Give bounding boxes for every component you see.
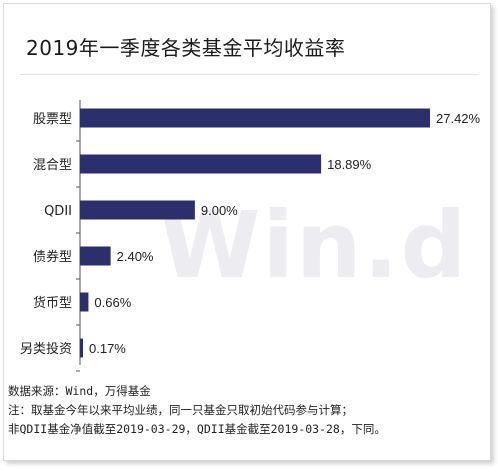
- chart-title: 2019年一季度各类基金平均收益率: [26, 36, 346, 60]
- footnote: 数据来源：Wind，万得基金 注：取基金今年以来平均业绩，同一只基金只取初始代码…: [8, 382, 386, 439]
- data-label: 27.42%: [436, 111, 481, 126]
- bar: [80, 292, 89, 312]
- bar: [80, 154, 322, 174]
- data-label: 2.40%: [117, 249, 154, 264]
- footnote-source: 数据来源：Wind，万得基金: [8, 384, 151, 398]
- category-label: 另类投资: [20, 341, 72, 357]
- bar: [80, 246, 111, 266]
- chart-card: 2019年一季度各类基金平均收益率 Win.d: [3, 3, 491, 461]
- category-label: 货币型: [33, 295, 72, 311]
- watermark: Win.d: [159, 192, 469, 299]
- data-label: 0.17%: [89, 341, 126, 356]
- footnote-date: 非QDII基金净值截至2019-03-29，QDII基金截至2019-03-28…: [8, 422, 386, 436]
- bar: [80, 200, 195, 220]
- category-label: 混合型: [33, 158, 72, 173]
- title-divider: [20, 74, 478, 75]
- category-label: 股票型: [33, 112, 72, 127]
- data-label: 0.66%: [94, 295, 131, 310]
- category-label: QDII: [44, 204, 72, 219]
- data-label: 18.89%: [327, 157, 372, 172]
- bars-group: 股票型 27.42% 混合型 18.89% QDII 9.00% 债券型 2.40% 货币型 0.…: [20, 108, 481, 372]
- footnote-note: 注：取基金今年以来平均业绩，同一只基金只取初始代码参与计算；: [8, 403, 353, 417]
- category-label: 债券型: [33, 249, 72, 265]
- bar: [80, 108, 430, 128]
- bar: [80, 338, 83, 358]
- data-label: 9.00%: [201, 203, 238, 218]
